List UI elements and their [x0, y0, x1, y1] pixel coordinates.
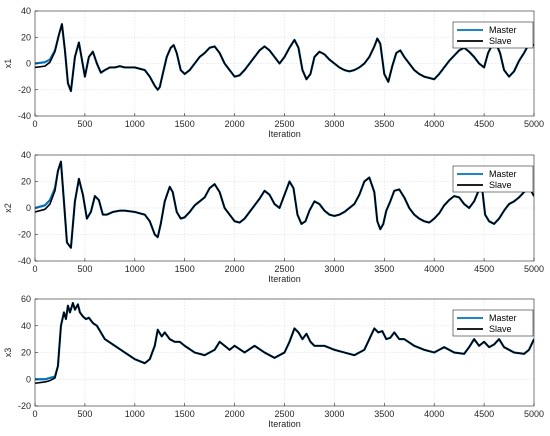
x-tick-label: 2500	[274, 119, 294, 129]
legend-label-master: Master	[489, 25, 517, 35]
series-line-slave	[35, 302, 534, 385]
y-tick-label: -20	[18, 85, 31, 95]
y-tick-label: -40	[18, 111, 31, 121]
legend-label-master: Master	[489, 169, 517, 179]
x-tick-label: 3000	[324, 119, 344, 129]
chart-panel-2: 0 500 1000 1500 2000 2500 3000 3500 4000 4500 5000…	[3, 150, 544, 284]
x-tick-label: 0	[32, 409, 37, 419]
x-tick-label: 1500	[175, 119, 195, 129]
y-axis-label: x1	[3, 59, 13, 69]
y-tick-label: 20	[21, 348, 31, 358]
x-tick-label: 5000	[524, 409, 544, 419]
x-tick-label: 500	[77, 119, 92, 129]
chart-panel-1: 0 500 1000 1500 2000 2500 3000 3500 4000 4500 5000…	[3, 6, 544, 139]
y-tick-label: 0	[26, 203, 31, 213]
x-tick-label: 4000	[424, 119, 444, 129]
x-axis-label: Iteration	[268, 274, 301, 284]
series-line-slave	[35, 160, 534, 249]
y-tick-label: 20	[21, 32, 31, 42]
x-tick-label: 1000	[125, 264, 145, 274]
x-tick-label: 2000	[225, 409, 245, 419]
x-tick-label: 2000	[225, 264, 245, 274]
x-tick-label: 4000	[424, 409, 444, 419]
x-tick-label: 2500	[274, 264, 294, 274]
legend-label-slave: Slave	[489, 324, 512, 334]
x-tick-label: 500	[77, 409, 92, 419]
x-tick-label: 2500	[274, 409, 294, 419]
legend-label-slave: Slave	[489, 180, 512, 190]
legend-box	[452, 21, 534, 49]
legend-label-master: Master	[489, 313, 517, 323]
y-tick-label: 60	[21, 294, 31, 304]
y-tick-label: -20	[18, 230, 31, 240]
x-tick-label: 5000	[524, 264, 544, 274]
x-axis-label: Iteration	[268, 129, 301, 139]
y-axis-label: x2	[3, 203, 13, 213]
legend-box	[452, 165, 534, 193]
x-tick-label: 3500	[374, 409, 394, 419]
x-tick-label: 4500	[474, 409, 494, 419]
x-tick-label: 1500	[175, 409, 195, 419]
y-tick-label: 20	[21, 177, 31, 187]
legend-box	[452, 309, 534, 337]
x-axis-label: Iteration	[268, 419, 301, 429]
x-tick-label: 0	[32, 264, 37, 274]
x-tick-label: 3500	[374, 264, 394, 274]
x-tick-label: 3000	[324, 264, 344, 274]
x-tick-label: 4000	[424, 264, 444, 274]
y-tick-label: 0	[26, 374, 31, 384]
x-tick-label: 1500	[175, 264, 195, 274]
y-axis-label: x3	[3, 348, 13, 358]
legend-label-slave: Slave	[489, 36, 512, 46]
x-tick-label: 3000	[324, 409, 344, 419]
x-tick-label: 5000	[524, 119, 544, 129]
y-tick-label: 40	[21, 6, 31, 16]
y-tick-label: 0	[26, 59, 31, 69]
x-tick-label: 4500	[474, 119, 494, 129]
y-tick-label: -40	[18, 256, 31, 266]
x-tick-label: 1000	[125, 409, 145, 419]
series-line-slave	[35, 23, 534, 92]
y-tick-label: 40	[21, 321, 31, 331]
x-tick-label: 4500	[474, 264, 494, 274]
x-tick-label: 500	[77, 264, 92, 274]
x-tick-label: 3500	[374, 119, 394, 129]
y-tick-label: 40	[21, 150, 31, 160]
chart-panel-3: 0 500 1000 1500 2000 2500 3000 3500 4000 4500 5000…	[3, 294, 544, 429]
x-tick-label: 0	[32, 119, 37, 129]
y-tick-label: -20	[18, 401, 31, 411]
x-tick-label: 1000	[125, 119, 145, 129]
x-tick-label: 2000	[225, 119, 245, 129]
